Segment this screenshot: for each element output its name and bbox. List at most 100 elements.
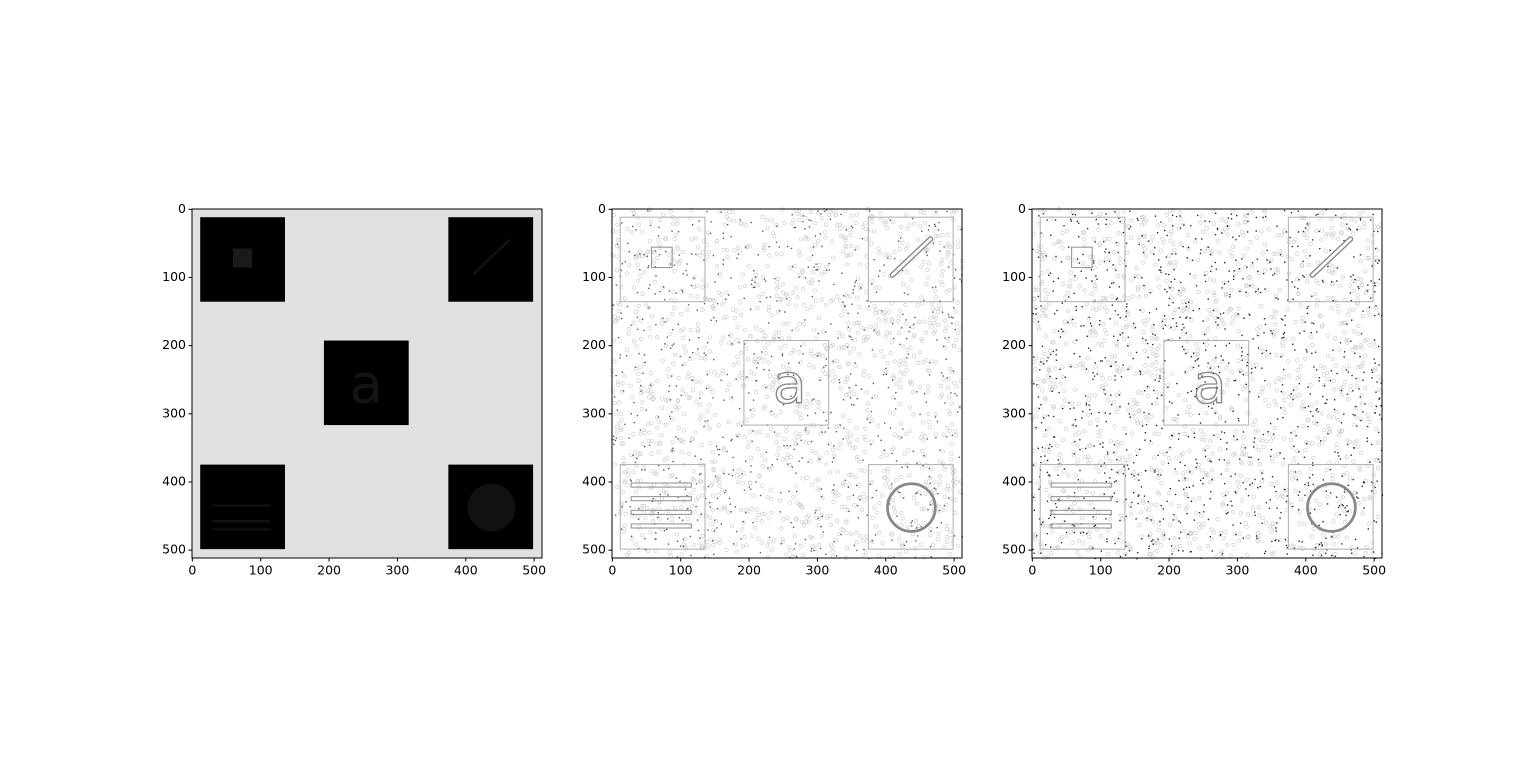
noise-dot [649, 224, 652, 227]
noise-dot [1322, 395, 1324, 398]
noise-dot [1032, 496, 1035, 498]
noise-ring [799, 504, 804, 509]
noise-dot [1284, 539, 1287, 541]
noise-ring [898, 308, 903, 313]
noise-ring [716, 290, 722, 295]
noise-ring [836, 493, 841, 498]
noise-ring [845, 507, 850, 513]
noise-dot [1093, 375, 1096, 377]
noise-dot [1341, 475, 1343, 477]
noise-ring [767, 253, 772, 258]
noise-ring [921, 555, 926, 560]
noise-dot [726, 450, 728, 453]
noise-dot [1182, 323, 1184, 326]
noise-ring [712, 370, 717, 375]
noise-dot [1037, 295, 1039, 298]
noise-ring [711, 467, 716, 472]
noise-dot [1261, 352, 1263, 355]
noise-dot [648, 287, 650, 290]
noise-ring [807, 256, 812, 261]
noise-ring [773, 374, 778, 379]
noise-dot [1091, 212, 1093, 214]
noise-ring [880, 493, 885, 498]
noise-ring [953, 429, 958, 434]
noise-dot [1357, 497, 1359, 499]
noise-ring [772, 538, 777, 543]
noise-dot [1297, 231, 1300, 233]
noise-ring [685, 516, 690, 522]
noise-ring [712, 459, 717, 464]
noise-dot [911, 217, 914, 220]
noise-dot [1140, 486, 1143, 488]
noise-ring [761, 358, 766, 363]
noise-dot [1147, 535, 1150, 537]
noise-ring [664, 343, 669, 348]
noise-ring [722, 222, 728, 227]
noise-dot [1310, 332, 1312, 334]
noise-dot [1158, 380, 1160, 383]
noise-dot [1139, 448, 1141, 451]
noise-dot [1250, 456, 1252, 459]
noise-ring [695, 294, 700, 299]
noise-dot [1074, 440, 1076, 443]
noise-dot [1335, 496, 1338, 498]
noise-dot [1172, 317, 1174, 320]
noise-ring [908, 345, 913, 350]
noise-dot [1187, 435, 1190, 438]
noise-dot [663, 529, 666, 532]
noise-ring [698, 253, 703, 258]
noise-dot [1308, 477, 1311, 479]
noise-dot [1323, 384, 1326, 387]
noise-dot [1146, 517, 1148, 519]
noise-ring [937, 459, 942, 464]
noise-ring [844, 392, 849, 397]
noise-dot [1103, 472, 1106, 474]
noise-ring [929, 501, 934, 507]
noise-dot [1179, 316, 1181, 318]
noise-dot [929, 504, 932, 506]
noise-dot [1143, 389, 1146, 392]
noise-dot [720, 379, 722, 381]
noise-ring [618, 284, 624, 290]
noise-ring [845, 429, 850, 434]
noise-dot [1351, 319, 1353, 321]
noise-dot [1225, 344, 1228, 347]
noise-dot [808, 219, 810, 221]
noise-dot [1128, 228, 1130, 230]
noise-dot [1378, 313, 1380, 315]
noise-dot [655, 323, 657, 326]
noise-dot [811, 254, 814, 257]
noise-dot [1164, 360, 1166, 362]
noise-dot [925, 401, 927, 403]
noise-dot [1103, 260, 1106, 263]
noise-ring [624, 482, 629, 487]
noise-ring [794, 517, 799, 522]
noise-dot [1057, 277, 1060, 279]
noise-ring [740, 527, 745, 532]
noise-ring [702, 345, 707, 350]
noise-dot [1114, 310, 1117, 312]
noise-dot [1345, 514, 1347, 517]
noise-dot [1148, 547, 1150, 550]
noise-dot [812, 246, 815, 248]
noise-dot [941, 311, 944, 313]
noise-ring [953, 433, 959, 438]
noise-dot [1354, 414, 1356, 416]
noise-dot [1111, 304, 1114, 306]
noise-ring [661, 212, 666, 217]
noise-dot [905, 337, 908, 340]
noise-ring [918, 542, 924, 547]
noise-ring [881, 354, 886, 359]
noise-ring [945, 250, 950, 255]
noise-ring [639, 230, 644, 235]
noise-ring [800, 505, 805, 510]
noise-dot [647, 210, 649, 212]
noise-dot [856, 549, 858, 552]
noise-dot [1353, 447, 1356, 449]
noise-ring [924, 463, 929, 468]
noise-dot [1095, 218, 1097, 221]
noise-ring [863, 337, 869, 342]
noise-dot [1373, 358, 1375, 360]
noise-ring [810, 535, 815, 541]
noise-dot [1327, 433, 1329, 435]
